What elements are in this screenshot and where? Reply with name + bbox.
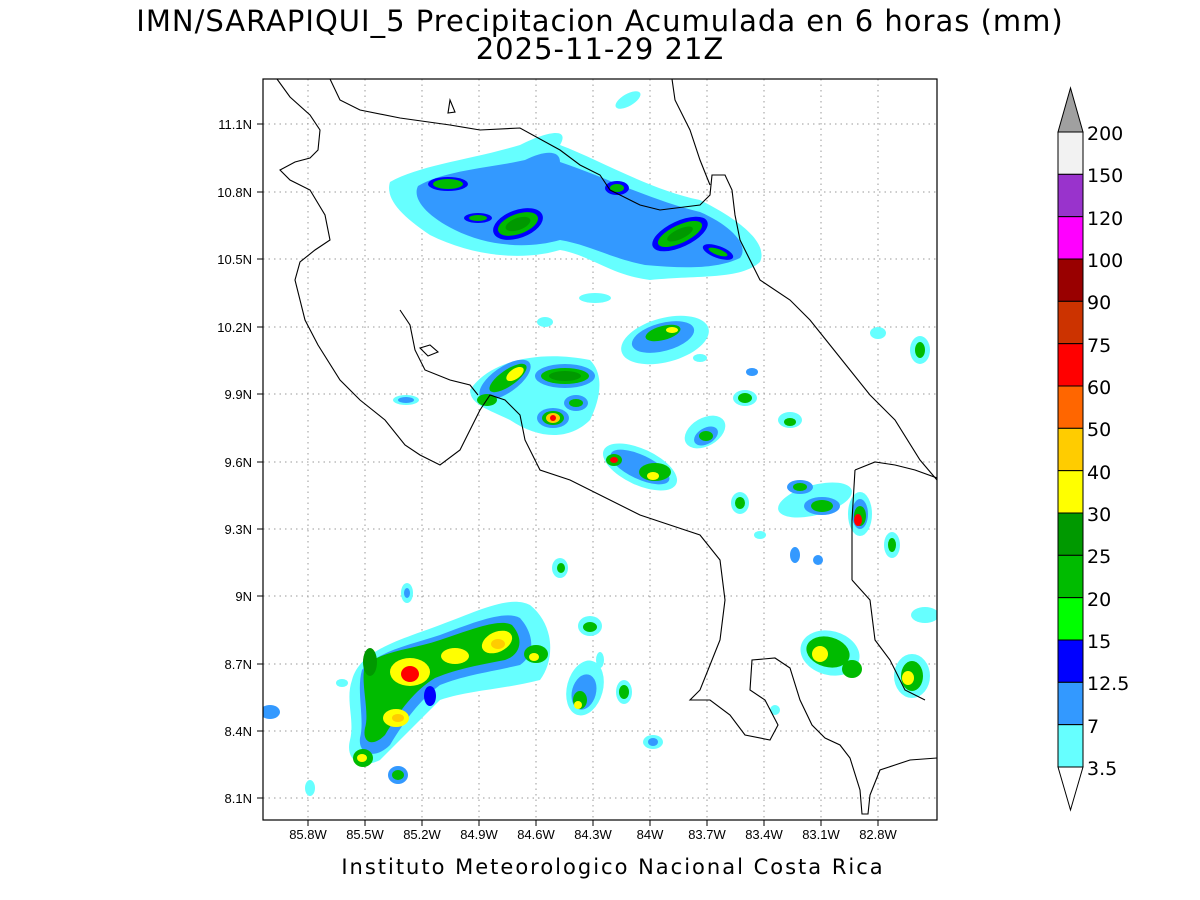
coastline-borders: [276, 79, 937, 815]
precip-cell: [552, 354, 802, 578]
footer-credit: Instituto Meteorologico Nacional Costa R…: [341, 855, 885, 879]
colorbar-swatch: [1057, 639, 1084, 683]
lat-tick-label: 9.9N: [225, 387, 252, 402]
precip-cell: [566, 616, 663, 749]
lon-tick-label: 82.8W: [859, 827, 897, 842]
lat-tick-label: 11.1N: [218, 117, 252, 132]
latitude-axis: 11.1N 10.8N 10.5N 10.2N 9.9N 9.6N 9.3N 9…: [217, 117, 252, 806]
precip-cell: [470, 356, 600, 435]
colorbar-label: 75: [1087, 335, 1111, 357]
lon-tick-label: 83.4W: [745, 827, 783, 842]
colorbar-label: 12.5: [1087, 673, 1129, 695]
colorbar-swatch: [1057, 681, 1084, 726]
colorbar-label: 200: [1087, 123, 1123, 145]
colorbar-label: 20: [1087, 589, 1111, 611]
colorbar-swatch: [1057, 512, 1084, 556]
colorbar-label: 100: [1087, 250, 1123, 272]
colorbar-swatch: [1057, 300, 1084, 345]
lat-tick-label: 10.8N: [217, 185, 252, 200]
colorbar-label: 150: [1087, 165, 1123, 187]
colorbar-swatch: [1057, 343, 1084, 387]
lon-tick-label: 85.5W: [346, 827, 384, 842]
lat-tick-label: 8.4N: [225, 724, 252, 739]
colorbar-label: 40: [1087, 462, 1111, 484]
colorbar-label: 120: [1087, 208, 1123, 230]
map-frame: [262, 78, 938, 821]
colorbar-legend: 200 150 120 100 90 75 60 50 40 30 25 20 …: [1057, 86, 1129, 812]
lat-tick-label: 9.6N: [225, 455, 252, 470]
colorbar-label: 25: [1087, 546, 1111, 568]
colorbar-swatch: [1057, 385, 1084, 429]
lat-tick-label: 10.2N: [217, 320, 252, 335]
colorbar-label: 90: [1087, 292, 1111, 314]
lon-tick-label: 85.2W: [403, 827, 441, 842]
lat-tick-label: 8.1N: [225, 791, 252, 806]
precip-cell: [621, 315, 709, 365]
colorbar-label: 30: [1087, 504, 1111, 526]
colorbar-label: 3.5: [1087, 758, 1117, 780]
colorbar-swatch: [1057, 258, 1084, 302]
colorbar-swatch: [1057, 173, 1084, 218]
lon-tick-label: 84W: [637, 827, 664, 842]
map-title: IMN/SARAPIQUI_5 Precipitacion Acumulada …: [136, 4, 1064, 38]
precip-cell: [263, 583, 551, 796]
colorbar-label: 7: [1087, 716, 1099, 738]
colorbar-label: 50: [1087, 419, 1111, 441]
precip-cell: [602, 443, 678, 491]
colorbar-swatch: [1057, 216, 1084, 260]
longitude-axis: 85.8W 85.5W 85.2W 84.9W 84.6W 84.3W 84W …: [289, 827, 897, 842]
colorbar-swatch: [1057, 724, 1084, 768]
precip-cell: [389, 91, 762, 327]
lat-tick-label: 8.7N: [225, 657, 252, 672]
lon-tick-label: 84.9W: [460, 827, 498, 842]
colorbar-over-triangle: [1057, 86, 1084, 133]
colorbar-swatch: [1057, 597, 1084, 641]
colorbar-swatch: [1057, 131, 1084, 175]
lat-tick-label: 9N: [235, 589, 252, 604]
lat-tick-label: 10.5N: [217, 252, 252, 267]
map-subtitle-datetime: 2025-11-29 21Z: [475, 32, 725, 66]
precip-cell: [754, 327, 937, 715]
lat-tick-label: 9.3N: [225, 522, 252, 537]
colorbar-label: 60: [1087, 377, 1111, 399]
colorbar-under-triangle: [1057, 766, 1084, 812]
graticule-grid: [263, 79, 937, 820]
colorbar-label: 15: [1087, 631, 1111, 653]
precipitation-field: [263, 91, 937, 796]
lon-tick-label: 83.1W: [802, 827, 840, 842]
colorbar-swatch: [1057, 427, 1084, 472]
colorbar-swatch: [1057, 554, 1084, 599]
colorbar-swatch: [1057, 470, 1084, 514]
lon-tick-label: 84.6W: [517, 827, 555, 842]
lon-tick-label: 85.8W: [289, 827, 327, 842]
lon-tick-label: 83.7W: [688, 827, 726, 842]
lon-tick-label: 84.3W: [574, 827, 612, 842]
